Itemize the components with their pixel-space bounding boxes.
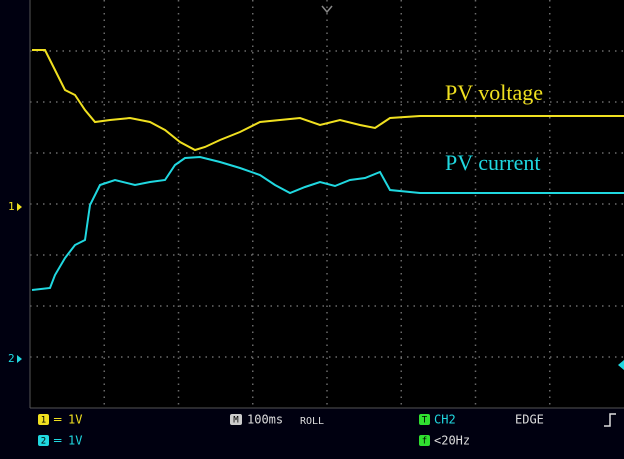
badge	[419, 414, 430, 425]
coupling: ═	[53, 413, 62, 427]
coupling: ═	[53, 434, 62, 448]
badge	[38, 435, 49, 446]
badge	[230, 414, 242, 425]
badge-text: T	[422, 416, 428, 426]
marker-arrow	[17, 203, 22, 211]
scale: 1V	[68, 434, 82, 448]
current-trace	[31, 155, 624, 291]
filter: <20Hz	[434, 434, 470, 448]
trace-label: PV current	[445, 150, 541, 175]
badge-text: M	[233, 416, 239, 426]
edge-icon	[604, 413, 616, 427]
badge	[419, 435, 430, 446]
trace-label: PV voltage	[445, 80, 543, 105]
timebase: 100ms	[247, 413, 283, 427]
marker-arrow	[17, 355, 22, 363]
channel-marker: 2	[8, 352, 15, 365]
trigger-source: CH2	[434, 413, 456, 427]
badge-text: 1	[41, 416, 46, 426]
trigger-type: EDGE	[515, 413, 544, 427]
trigger-level	[618, 360, 624, 370]
grid	[30, 0, 624, 408]
channel-marker: 1	[8, 200, 15, 213]
mode: ROLL	[300, 416, 324, 427]
scale: 1V	[68, 413, 82, 427]
plot-area	[30, 0, 624, 408]
badge	[38, 414, 49, 425]
badge-text: 2	[41, 437, 46, 447]
trigger-position	[321, 5, 333, 14]
badge-text: f	[422, 437, 427, 447]
voltage-trace	[32, 49, 624, 152]
